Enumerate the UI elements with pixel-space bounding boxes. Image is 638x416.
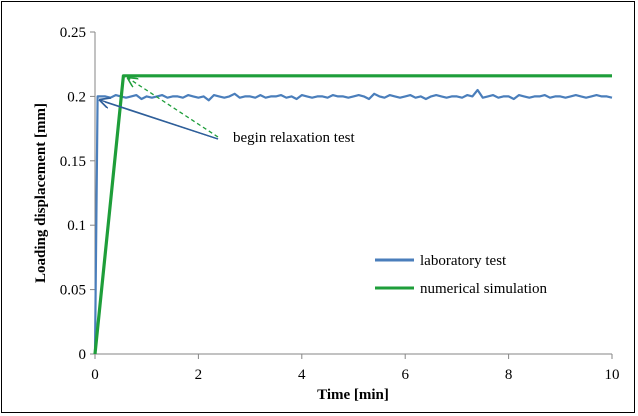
y-tick-label: 0 bbox=[79, 347, 87, 363]
x-axis-ticks: 0 2 4 6 8 10 bbox=[91, 354, 620, 383]
x-tick-label: 4 bbox=[298, 367, 306, 383]
y-axis-title: Loading displacement [mm] bbox=[33, 103, 49, 283]
series-numerical-simulation-line bbox=[93, 74, 612, 355]
series-laboratory-test-line bbox=[93, 88, 613, 355]
x-tick-label: 6 bbox=[401, 367, 409, 383]
y-tick-label: 0.1 bbox=[67, 218, 86, 234]
annotation-label: begin relaxation test bbox=[233, 130, 355, 146]
y-tick-label: 0.15 bbox=[60, 154, 86, 170]
y-tick-label: 0.05 bbox=[60, 283, 86, 299]
x-tick-label: 0 bbox=[91, 367, 99, 383]
x-tick-label: 2 bbox=[195, 367, 203, 383]
legend-label-numerical-simulation: numerical simulation bbox=[420, 281, 548, 297]
x-tick-label: 8 bbox=[505, 367, 513, 383]
x-tick-label: 10 bbox=[605, 367, 620, 383]
legend: laboratory test numerical simulation bbox=[375, 253, 548, 297]
legend-label-laboratory-test: laboratory test bbox=[420, 253, 507, 269]
y-tick-label: 0.25 bbox=[60, 25, 86, 41]
y-tick-label: 0.2 bbox=[67, 89, 86, 105]
y-axis-ticks: 0 0.05 0.1 0.15 0.2 0.25 bbox=[60, 25, 95, 363]
x-axis-title: Time [min] bbox=[317, 387, 389, 403]
annotation-arrow-green bbox=[128, 78, 219, 138]
annotation-arrow-blue-2 bbox=[104, 101, 219, 140]
series-layer bbox=[93, 74, 613, 355]
